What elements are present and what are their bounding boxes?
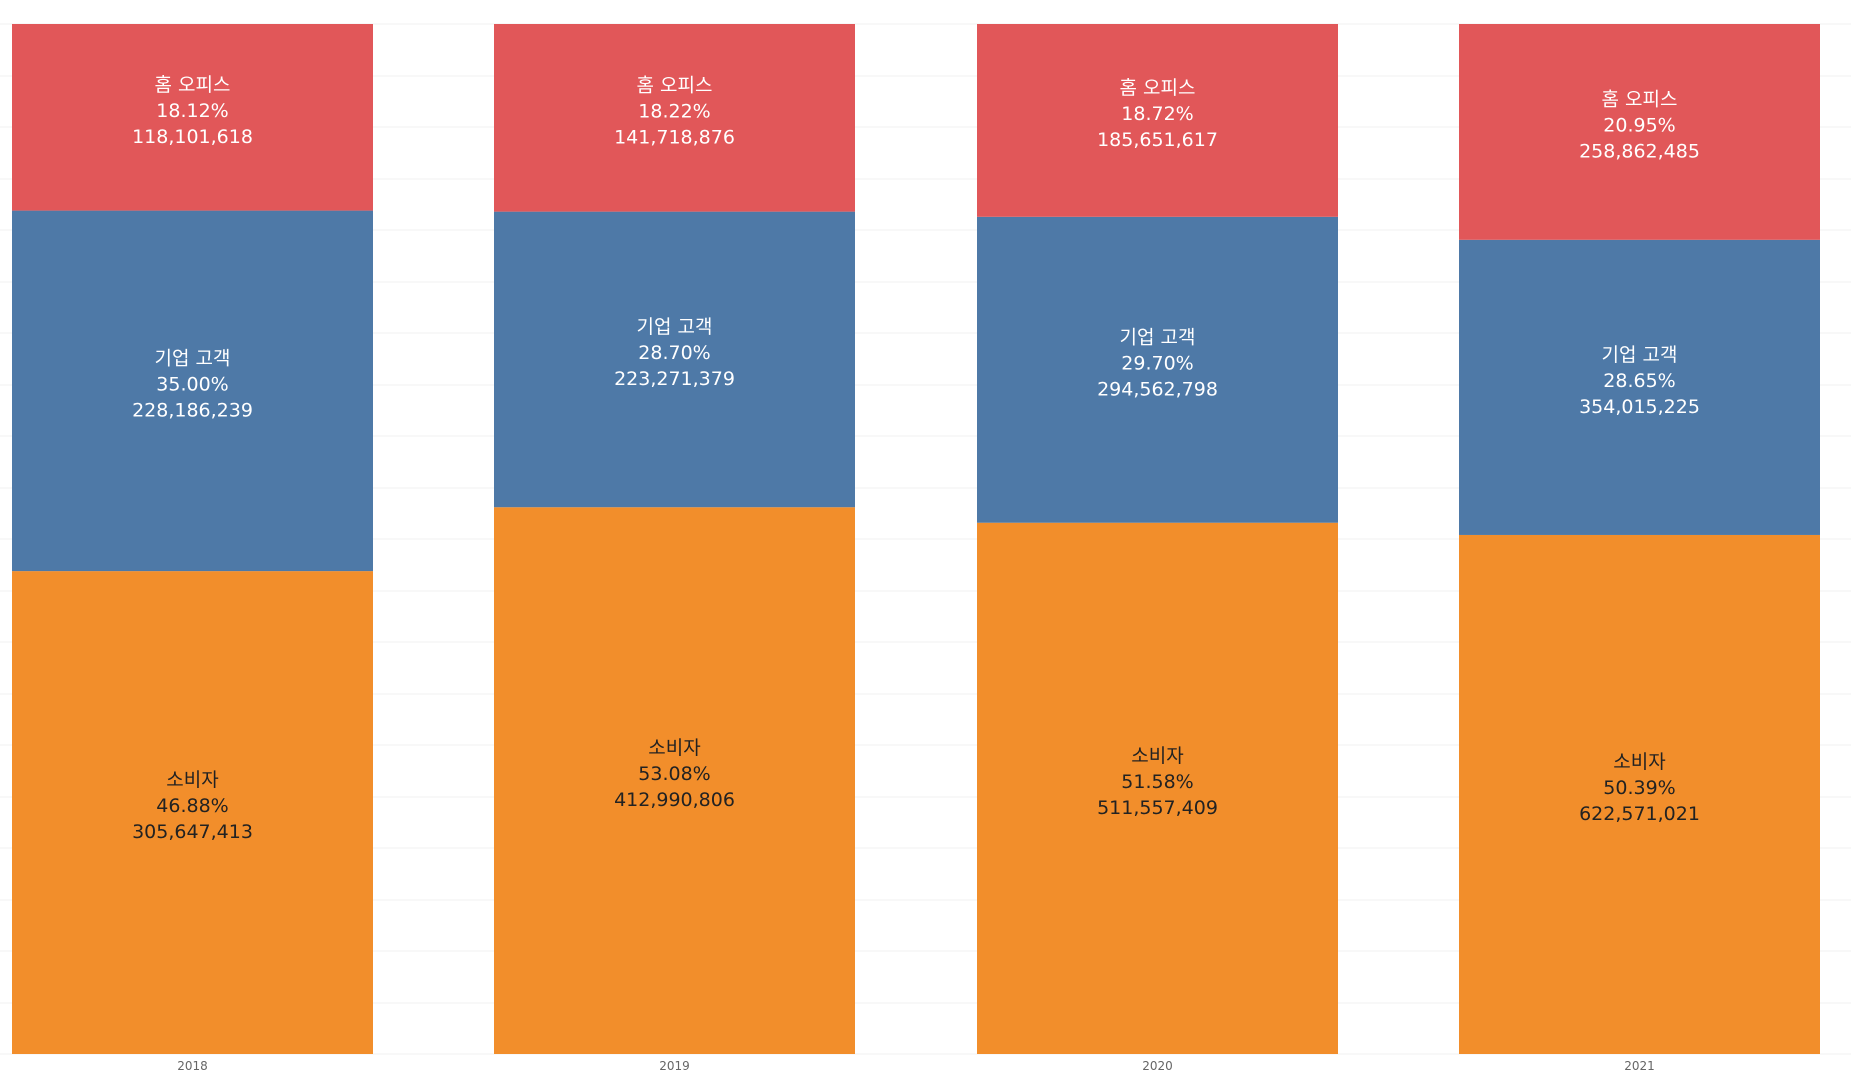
segment-value-label: 228,186,239 bbox=[132, 399, 253, 421]
segment-series-label: 홈 오피스 bbox=[1120, 77, 1196, 99]
segment-value-label: 354,015,225 bbox=[1579, 396, 1700, 418]
segment-labels: 소비자 46.88% 305,647,413 기업 고객 35.00% 228,186,2… bbox=[132, 74, 1700, 843]
x-tick-label: 2020 bbox=[1142, 1059, 1173, 1073]
bar-segment-2019-1[interactable] bbox=[494, 211, 855, 508]
segment-value-label: 223,271,379 bbox=[614, 368, 735, 390]
segment-series-label: 기업 고객 bbox=[155, 347, 231, 369]
segment-series-label: 홈 오피스 bbox=[1602, 88, 1678, 110]
segment-percent-label: 51.58% bbox=[1121, 771, 1193, 793]
segment-series-label: 소비자 bbox=[1131, 745, 1183, 767]
segment-series-label: 기업 고객 bbox=[1602, 344, 1678, 366]
bar-segment-2021-2[interactable] bbox=[1459, 24, 1820, 240]
segment-percent-label: 50.39% bbox=[1603, 777, 1675, 799]
segment-series-label: 기업 고객 bbox=[637, 316, 713, 338]
segment-percent-label: 35.00% bbox=[156, 373, 228, 395]
segment-series-label: 홈 오피스 bbox=[155, 74, 231, 96]
bar-segment-2018-1[interactable] bbox=[12, 210, 373, 572]
bar-segment-2020-1[interactable] bbox=[977, 216, 1338, 523]
segment-percent-label: 53.08% bbox=[638, 763, 710, 785]
segment-percent-label: 18.22% bbox=[638, 100, 710, 122]
bar-segment-2021-1[interactable] bbox=[1459, 239, 1820, 535]
bar-segment-2020-0[interactable] bbox=[977, 522, 1338, 1054]
segment-percent-label: 46.88% bbox=[156, 795, 228, 817]
bar-segment-2020-2[interactable] bbox=[977, 24, 1338, 217]
x-tick-label: 2018 bbox=[177, 1059, 208, 1073]
segment-value-label: 141,718,876 bbox=[614, 126, 735, 148]
segment-percent-label: 18.72% bbox=[1121, 103, 1193, 125]
segment-value-label: 294,562,798 bbox=[1097, 378, 1218, 400]
segment-percent-label: 18.12% bbox=[156, 100, 228, 122]
segment-value-label: 118,101,618 bbox=[132, 126, 253, 148]
x-axis-ticks: 2018 2019 2020 2021 bbox=[177, 1059, 1655, 1073]
segment-value-label: 305,647,413 bbox=[132, 821, 253, 843]
segment-value-label: 185,651,617 bbox=[1097, 129, 1218, 151]
segment-percent-label: 28.65% bbox=[1603, 370, 1675, 392]
bar-segment-2018-0[interactable] bbox=[12, 571, 373, 1054]
bar-segment-2019-2[interactable] bbox=[494, 24, 855, 212]
segment-series-label: 홈 오피스 bbox=[637, 74, 713, 96]
segment-value-label: 511,557,409 bbox=[1097, 797, 1218, 819]
segment-series-label: 소비자 bbox=[166, 769, 218, 791]
segment-percent-label: 20.95% bbox=[1603, 114, 1675, 136]
segment-series-label: 기업 고객 bbox=[1120, 326, 1196, 348]
bar-segment-2019-0[interactable] bbox=[494, 507, 855, 1054]
segment-value-label: 258,862,485 bbox=[1579, 140, 1700, 162]
segment-value-label: 412,990,806 bbox=[614, 789, 735, 811]
bar-segment-2018-2[interactable] bbox=[12, 24, 373, 211]
x-tick-label: 2019 bbox=[659, 1059, 690, 1073]
bars bbox=[12, 24, 1820, 1054]
bar-segment-2021-0[interactable] bbox=[1459, 534, 1820, 1054]
segment-series-label: 소비자 bbox=[648, 737, 700, 759]
segment-percent-label: 29.70% bbox=[1121, 352, 1193, 374]
segment-percent-label: 28.70% bbox=[638, 342, 710, 364]
segment-series-label: 소비자 bbox=[1613, 751, 1665, 773]
segment-value-label: 622,571,021 bbox=[1579, 803, 1700, 825]
x-tick-label: 2021 bbox=[1624, 1059, 1655, 1073]
